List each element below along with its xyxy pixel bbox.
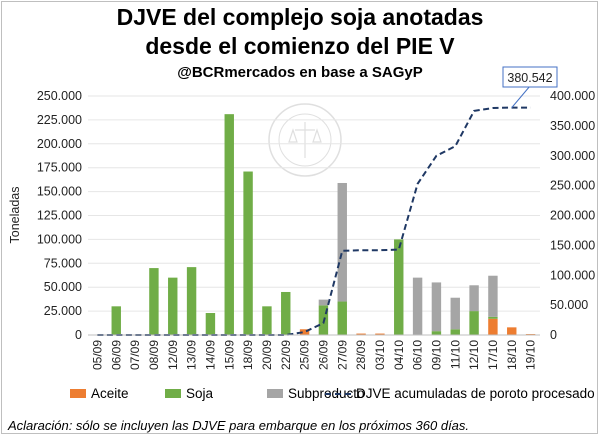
bar-soja	[450, 329, 460, 335]
bar-aceite	[299, 329, 310, 335]
x-tick-label: 28/09	[354, 340, 368, 370]
bar-soja	[205, 313, 216, 335]
x-tick-label: 18/09	[241, 340, 255, 370]
y-tick-label: 150.000	[37, 185, 82, 199]
chart-subtitle: @BCRmercados en base a SAGyP	[177, 64, 423, 81]
y-axis-label: Toneladas	[8, 187, 22, 244]
x-tick-label: 12/10	[467, 340, 481, 370]
x-tick-label: 19/10	[524, 340, 538, 370]
x-tick-label: 27/09	[335, 340, 349, 370]
x-tick-label: 06/09	[109, 340, 123, 370]
y2-tick-label: 150.000	[550, 238, 595, 252]
bar-soja	[168, 277, 178, 335]
y-tick-label: 225.000	[37, 113, 82, 127]
bar-soja	[149, 268, 159, 335]
y-tick-label: 25.000	[44, 304, 82, 318]
y-tick-label: 0	[75, 328, 82, 342]
x-tick-label: 08/09	[147, 340, 161, 370]
y-tick-label: 125.000	[37, 209, 82, 223]
bar-soja	[431, 331, 442, 335]
bar-soja	[337, 301, 347, 335]
y2-tick-label: 200.000	[550, 209, 595, 223]
bar-aceite	[488, 318, 498, 335]
x-tick-label: 26/09	[316, 340, 330, 370]
y-tick-label: 175.000	[37, 161, 82, 175]
bar-soja	[224, 114, 234, 335]
y2-tick-label: 0	[550, 328, 557, 342]
bar-subproducto	[450, 297, 460, 330]
bar-soja	[243, 171, 253, 335]
y2-tick-label: 400.000	[550, 89, 595, 103]
y2-tick-label: 50.000	[550, 298, 588, 312]
x-tick-label: 15/09	[222, 340, 236, 370]
legend-item-aceite: Aceite	[70, 386, 129, 401]
chart-title-line-2: desde el comienzo del PIE V	[145, 33, 455, 59]
y2-tick-label: 100.000	[550, 268, 595, 282]
bar-subproducto	[412, 277, 423, 335]
x-tick-label: 25/09	[298, 340, 312, 370]
watermark-seal	[268, 103, 342, 177]
bar-subproducto	[337, 182, 347, 302]
chart-title-line-1: DJVE del complejo soja anotadas	[116, 4, 484, 30]
y-tick-label: 75.000	[44, 256, 82, 270]
legend-swatch	[165, 389, 181, 398]
bar-soja	[186, 267, 197, 335]
bar-aceite	[375, 333, 385, 335]
x-tick-label: 03/10	[373, 340, 387, 370]
bar-soja	[469, 311, 479, 335]
annotation-box	[502, 66, 558, 88]
x-tick-label: 22/09	[279, 340, 293, 370]
bar-subproducto	[469, 285, 479, 312]
bar-soja	[394, 239, 404, 335]
legend-label: Aceite	[91, 386, 129, 401]
legend-item-soja: Soja	[165, 386, 213, 401]
y-tick-label: 250.000	[37, 89, 82, 103]
x-tick-label: 20/09	[260, 340, 274, 370]
x-tick-label: 07/09	[128, 340, 142, 370]
x-tick-label: 06/10	[411, 340, 425, 370]
bar-subproducto	[431, 282, 442, 332]
bar-aceite	[507, 327, 517, 335]
legend-swatch	[70, 389, 86, 398]
y2-tick-label: 350.000	[550, 119, 595, 133]
x-tick-label: 11/10	[448, 340, 462, 369]
x-tick-label: 09/10	[429, 340, 443, 370]
x-tick-label: 13/09	[185, 340, 199, 370]
x-tick-label: 12/09	[166, 340, 180, 370]
legend-swatch	[325, 392, 351, 395]
bar-soja	[281, 291, 291, 335]
y-tick-label: 100.000	[37, 232, 82, 246]
y2-tick-label: 250.000	[550, 179, 595, 193]
x-tick-label: 17/10	[486, 340, 500, 370]
x-tick-label: 04/10	[392, 340, 406, 370]
annotation-value: 380.542	[507, 71, 552, 85]
bar-soja	[262, 306, 272, 335]
bar-aceite	[356, 333, 366, 335]
annotation-leader	[511, 85, 531, 108]
bar-soja	[111, 306, 121, 335]
chart-legend: Aceite Soja Subproducto DJVE acumuladas de …	[10, 386, 600, 406]
bar-subproducto	[488, 275, 498, 317]
x-tick-label: 05/09	[90, 340, 104, 370]
footnote: Aclaración: sólo se incluyen las DJVE pa…	[8, 418, 470, 433]
x-tick-label: 14/09	[203, 340, 217, 370]
legend-swatch	[267, 389, 283, 398]
y-tick-label: 200.000	[37, 137, 82, 151]
y2-tick-label: 300.000	[550, 149, 595, 163]
legend-label: Soja	[186, 386, 214, 401]
bar-soja	[488, 316, 498, 319]
legend-item-djve-acumuladas: DJVE acumuladas de poroto procesado	[325, 386, 595, 401]
y-tick-label: 50.000	[44, 280, 82, 294]
x-tick-label: 18/10	[505, 340, 519, 370]
bar-subproducto	[318, 299, 329, 306]
legend-label: DJVE acumuladas de poroto procesado	[356, 386, 595, 401]
